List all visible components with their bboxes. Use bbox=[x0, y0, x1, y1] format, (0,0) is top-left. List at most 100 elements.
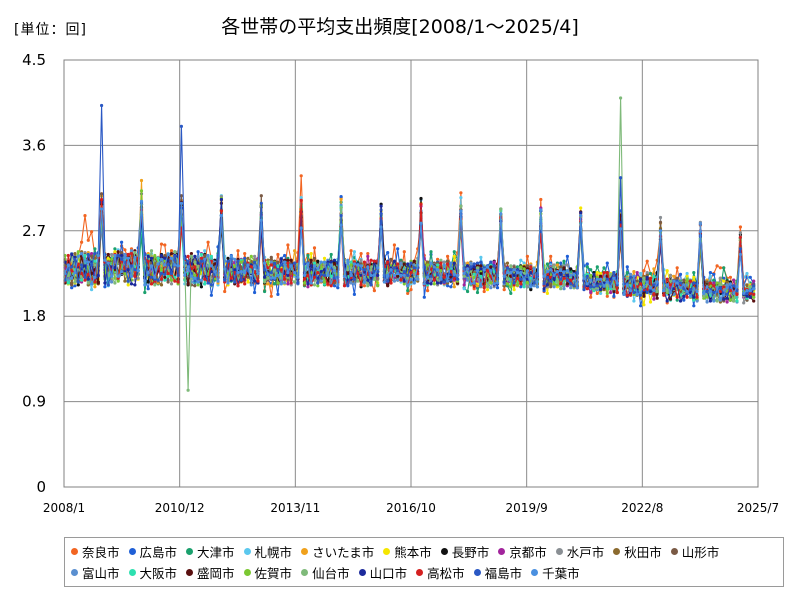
data-point bbox=[263, 261, 267, 265]
data-point bbox=[329, 274, 333, 278]
data-point bbox=[312, 246, 317, 250]
data-point bbox=[206, 281, 210, 285]
data-point bbox=[436, 281, 440, 285]
data-point bbox=[738, 252, 743, 257]
data-point bbox=[379, 204, 383, 208]
data-point bbox=[149, 264, 154, 268]
data-point bbox=[682, 278, 686, 282]
data-point bbox=[702, 294, 706, 298]
data-point bbox=[708, 274, 713, 278]
data-point bbox=[223, 278, 227, 282]
data-point bbox=[120, 257, 124, 261]
data-point bbox=[529, 288, 533, 292]
data-point bbox=[229, 268, 233, 272]
data-point bbox=[489, 260, 493, 264]
data-point bbox=[688, 279, 693, 283]
data-point bbox=[475, 290, 480, 295]
data-point bbox=[189, 274, 193, 278]
data-point bbox=[742, 301, 746, 305]
data-point bbox=[619, 96, 623, 100]
data-point bbox=[475, 284, 480, 288]
data-point bbox=[83, 275, 87, 279]
data-point bbox=[585, 274, 589, 278]
data-point bbox=[356, 263, 360, 267]
data-point bbox=[153, 275, 157, 279]
data-point bbox=[612, 271, 616, 275]
data-point bbox=[86, 260, 90, 264]
data-point bbox=[732, 278, 736, 282]
data-point bbox=[339, 214, 343, 218]
legend-label: 熊本市 bbox=[394, 545, 432, 560]
data-point bbox=[196, 280, 200, 284]
data-point bbox=[509, 285, 513, 289]
data-point bbox=[329, 252, 333, 257]
data-point bbox=[359, 258, 363, 262]
data-point bbox=[402, 262, 406, 266]
data-point bbox=[569, 282, 573, 286]
data-point bbox=[209, 293, 213, 297]
data-point bbox=[539, 208, 543, 212]
data-point bbox=[732, 299, 736, 303]
data-point bbox=[542, 282, 546, 286]
data-point bbox=[306, 282, 310, 286]
data-point bbox=[299, 174, 303, 178]
data-point bbox=[279, 263, 283, 267]
legend-label: 山口市 bbox=[369, 566, 408, 581]
data-point bbox=[495, 286, 500, 290]
data-point bbox=[639, 293, 643, 297]
data-point bbox=[549, 279, 553, 283]
data-point bbox=[685, 277, 689, 281]
data-point bbox=[326, 273, 330, 277]
data-point bbox=[193, 273, 197, 277]
data-point bbox=[93, 280, 97, 284]
data-point bbox=[336, 286, 340, 290]
data-point bbox=[143, 283, 147, 287]
data-point bbox=[619, 227, 623, 231]
legend-label: さいたま市 bbox=[312, 545, 375, 560]
data-point bbox=[163, 243, 167, 247]
legend-marker bbox=[71, 569, 78, 576]
legend-marker bbox=[383, 548, 391, 555]
data-point bbox=[648, 271, 653, 276]
data-point bbox=[90, 282, 94, 286]
data-point bbox=[409, 288, 413, 292]
data-point bbox=[722, 285, 726, 289]
data-point bbox=[326, 262, 330, 266]
data-point bbox=[392, 266, 396, 270]
data-point bbox=[752, 287, 756, 291]
data-point bbox=[406, 276, 410, 280]
legend-item: 仙台市 bbox=[301, 562, 350, 583]
data-point bbox=[169, 252, 174, 256]
data-point bbox=[502, 288, 506, 292]
data-point bbox=[446, 259, 450, 263]
data-point bbox=[306, 253, 310, 258]
data-point bbox=[203, 277, 207, 281]
legend-marker bbox=[128, 548, 136, 555]
data-point bbox=[675, 281, 679, 285]
data-point bbox=[110, 274, 114, 278]
data-point bbox=[489, 265, 493, 269]
data-point bbox=[269, 294, 273, 298]
data-point bbox=[276, 260, 280, 264]
legend-item: さいたま市 bbox=[301, 541, 374, 562]
data-point bbox=[708, 281, 713, 285]
data-point bbox=[715, 264, 719, 268]
data-point bbox=[585, 287, 589, 291]
legend-item: 盛岡市 bbox=[186, 562, 235, 583]
data-point bbox=[605, 294, 609, 298]
data-point bbox=[605, 277, 609, 281]
data-point bbox=[625, 293, 629, 297]
data-point bbox=[748, 295, 752, 299]
data-point bbox=[362, 268, 366, 272]
legend-item: 広島市 bbox=[128, 541, 177, 562]
data-point bbox=[392, 273, 396, 277]
data-point bbox=[153, 253, 157, 258]
y-axis-tick-labels: 0 0.9 1.8 2.7 3.6 4.5 bbox=[22, 51, 46, 496]
data-point bbox=[439, 258, 443, 262]
data-point bbox=[169, 282, 174, 286]
data-point bbox=[702, 291, 706, 295]
data-point bbox=[426, 260, 430, 264]
data-point bbox=[752, 295, 756, 299]
legend-label: 高松市 bbox=[427, 566, 465, 581]
